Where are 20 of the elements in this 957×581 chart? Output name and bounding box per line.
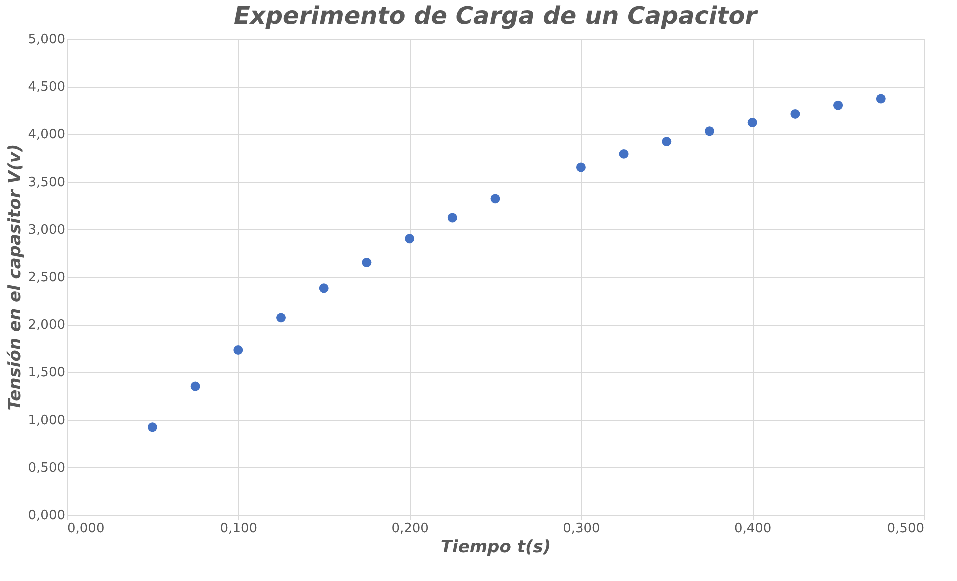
y-tick-label: 5,000 — [28, 32, 66, 48]
y-tick-label: 1,500 — [28, 366, 66, 381]
x-tick-label: 0,400 — [734, 522, 772, 536]
x-axis-title: Tiempo t(s) — [440, 538, 552, 558]
y-tick-label: 3,000 — [28, 222, 66, 238]
y-tick-label: 2,000 — [28, 318, 66, 334]
x-tick-label: 0,000 — [68, 522, 105, 536]
x-tick-label: 0,500 — [887, 522, 924, 536]
y-tick-label: 1,000 — [28, 413, 66, 428]
y-tick-label: 0,500 — [28, 460, 66, 476]
chart-title: Experimento de Carga de un Capacitor — [234, 2, 760, 30]
y-tick-label: 3,500 — [28, 175, 66, 190]
x-tick-label: 0,300 — [563, 522, 600, 536]
x-tick-label: 0,100 — [220, 522, 258, 536]
x-tick-label: 0,200 — [392, 522, 429, 536]
y-tick-label: 4,500 — [28, 80, 66, 96]
y-tick-label: 0,000 — [28, 508, 66, 524]
y-tick-label: 2,500 — [28, 270, 66, 286]
y-tick-label: 4,000 — [28, 128, 66, 143]
y-axis-title: Tensión en el capasitor V(v) — [5, 144, 26, 411]
